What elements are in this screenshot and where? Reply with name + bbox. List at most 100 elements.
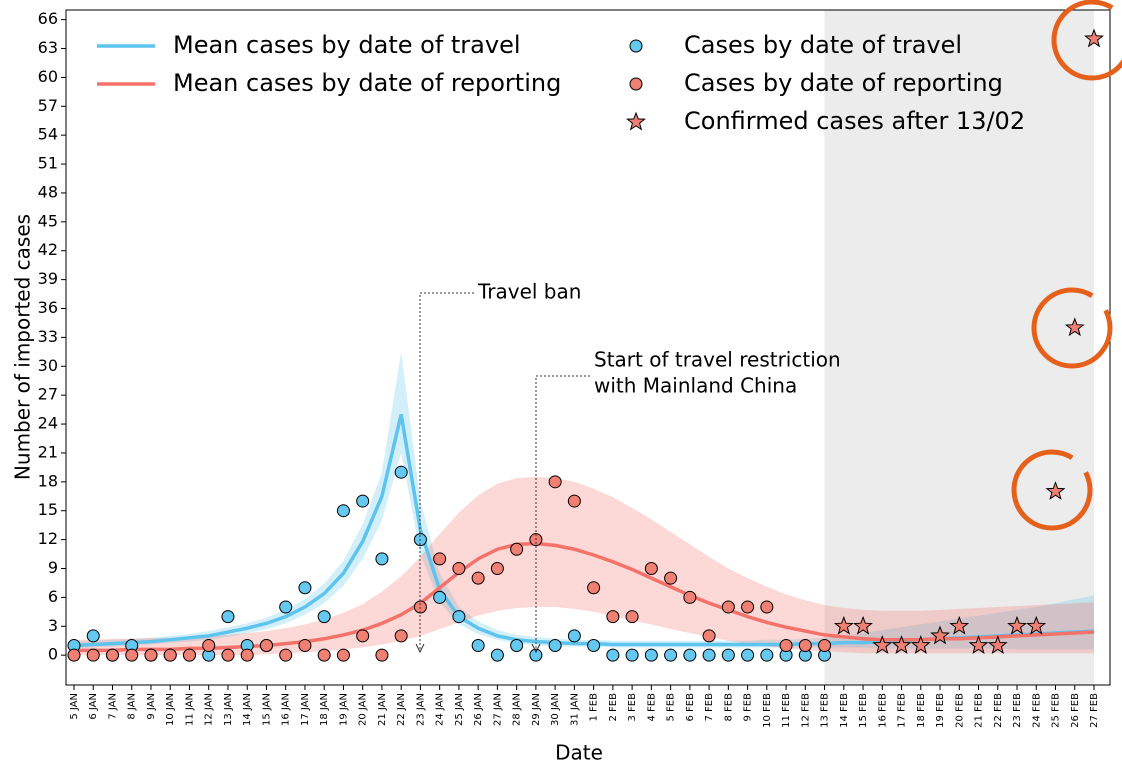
x-tick-label: 7 FEB [704,693,715,722]
x-tick-label: 12 JAN [204,693,215,726]
star-point [891,635,912,654]
x-tick-label: 9 JAN [146,693,157,720]
point [394,465,408,479]
point [510,639,524,653]
x-tick-label: 15 JAN [261,693,272,726]
annotation: Start of travel restriction [594,348,841,372]
x-tick-label: 29 JAN [531,693,542,726]
legend-label: Cases by date of travel [684,31,962,59]
confidence-band [74,351,1094,650]
legend-swatch [629,39,643,53]
point [779,639,793,653]
annotation-arrow [419,292,474,652]
point [606,648,620,662]
star-point [987,635,1008,654]
x-tick-label: 3 FEB [627,693,638,722]
x-tick-label: 1 FEB [589,693,600,722]
point [336,648,350,662]
y-tick-label: 48 [38,182,58,201]
point [606,610,620,624]
star-point [1045,481,1066,500]
point [125,648,139,662]
x-tick-label: 27 FEB [1089,693,1100,728]
y-tick-label: 18 [38,471,58,490]
y-tick-label: 15 [38,500,58,519]
point [683,590,697,604]
x-tick-label: 16 FEB [877,693,888,728]
point [529,648,543,662]
star-point [910,635,931,654]
y-tick-label: 21 [38,442,58,461]
star-point [833,615,854,635]
y-tick-label: 63 [38,38,58,57]
x-tick-label: 27 JAN [492,693,503,726]
arrow-head [415,643,425,654]
x-tick-label: 19 JAN [338,693,349,726]
point [394,629,408,643]
x-tick-label: 25 FEB [1051,693,1062,728]
star-point [853,615,873,635]
point [105,648,119,662]
point [259,639,273,653]
x-tick-label: 30 JAN [550,693,561,726]
x-tick-label: 15 FEB [858,693,869,728]
point [317,610,331,624]
point [741,648,755,662]
y-tick-label: 9 [48,558,58,577]
x-tick-label: 13 JAN [223,693,234,726]
point [433,552,447,566]
y-tick-label: 33 [38,327,58,346]
point [433,590,447,604]
x-tick-label: 17 FEB [897,693,908,728]
y-tick-label: 42 [38,240,58,259]
point [452,610,466,624]
point [721,600,735,614]
point [471,639,485,653]
plot-frame [65,9,1111,686]
point [490,561,504,575]
star-point [1026,615,1047,635]
x-tick-label: 6 JAN [88,693,99,720]
point [818,639,832,653]
x-tick-label: 9 FEB [743,693,754,722]
point [144,648,158,662]
x-tick-label: 18 JAN [319,693,330,726]
x-tick-label: 20 FEB [954,693,965,728]
highlight-circle [1031,287,1113,369]
y-tick-label: 39 [38,269,58,288]
point [221,648,235,662]
star-point [1007,615,1027,635]
y-tick-label: 24 [38,414,58,433]
y-tick-label: 57 [38,96,58,115]
point [67,648,81,662]
x-tick-label: 7 JAN [107,693,118,720]
x-tick-label: 24 JAN [435,693,446,726]
point [356,629,370,643]
point [221,610,235,624]
y-tick-label: 45 [38,211,58,230]
x-tick-label: 5 FEB [666,693,677,722]
x-tick-label: 26 FEB [1070,693,1081,728]
point [298,639,312,653]
legend-label: Mean cases by date of travel [173,31,521,59]
x-tick-label: 11 FEB [781,693,792,728]
x-tick-label: 17 JAN [300,693,311,726]
point [721,648,735,662]
point [317,648,331,662]
x-tick-label: 26 JAN [473,693,484,726]
x-tick-label: 28 JAN [512,693,523,726]
point [279,648,293,662]
point [548,475,562,489]
point [510,542,524,556]
x-tick-label: 31 JAN [569,693,580,726]
x-tick-label: 21 JAN [377,693,388,726]
point [587,639,601,653]
y-axis-label: Number of imported cases [11,214,35,480]
point [760,648,774,662]
star-point [1064,317,1085,337]
star-point [872,635,893,654]
y-tick-label: 60 [38,67,58,86]
star-point [930,625,950,645]
y-tick-label: 27 [38,385,58,404]
